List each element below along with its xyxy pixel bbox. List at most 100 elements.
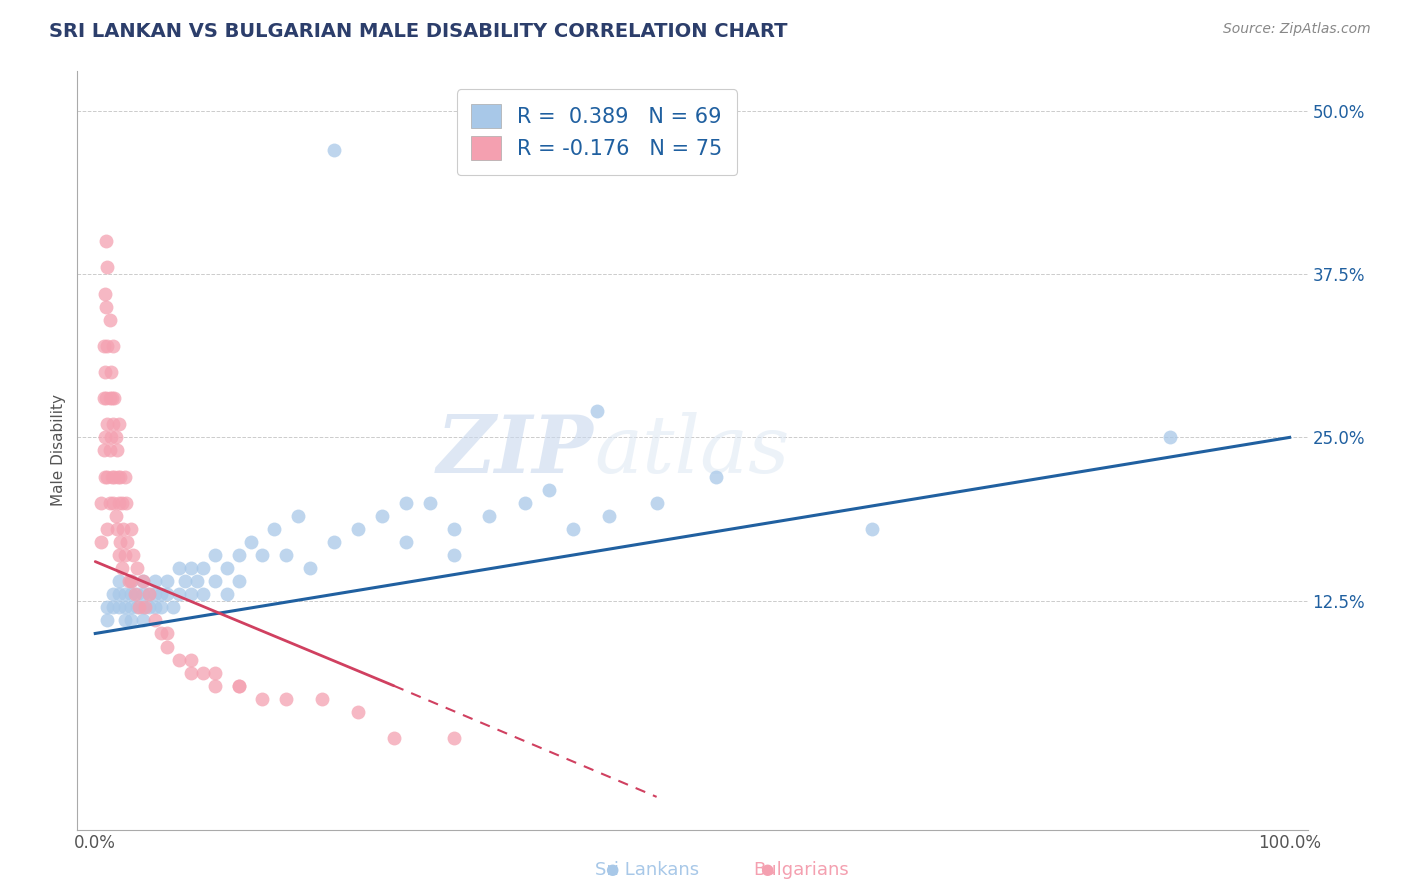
Point [191,561,214,575]
Point [101,587,124,601]
Text: SRI LANKAN VS BULGARIAN MALE DISABILITY CORRELATION CHART: SRI LANKAN VS BULGARIAN MALE DISABILITY … [49,22,787,41]
Point [167,561,190,575]
Point [419,496,441,510]
Point [94,235,117,249]
Point [96,417,118,432]
Point [143,600,166,615]
Point [128,600,150,615]
Point [478,508,501,523]
Text: ZIP: ZIP [437,412,595,489]
Point [101,417,124,432]
Point [114,614,136,628]
Y-axis label: Male Disability: Male Disability [51,394,66,507]
Point [110,535,132,549]
Point [263,522,285,536]
Point [110,469,132,483]
Point [114,587,136,601]
Point [110,561,132,575]
Text: Bulgarians: Bulgarians [754,861,849,879]
Point [149,600,172,615]
Point [598,508,620,523]
Point [96,600,118,615]
Point [149,626,172,640]
Point [515,496,537,510]
Point [180,587,202,601]
Point [96,614,118,628]
Point [173,574,195,589]
Point [191,665,214,680]
Point [132,600,155,615]
Point [98,443,121,458]
Point [114,548,136,562]
Point [204,679,226,693]
Point [143,614,166,628]
Point [1159,430,1181,444]
Point [124,587,146,601]
Point [395,535,418,549]
Point [323,535,346,549]
Point [138,600,160,615]
Point [276,548,298,562]
Point [180,652,202,666]
Point [180,665,202,680]
Point [114,469,136,483]
Point [276,691,298,706]
Point [120,574,142,589]
Legend: R =  0.389   N = 69, R = -0.176   N = 75: R = 0.389 N = 69, R = -0.176 N = 75 [457,89,737,175]
Point [103,469,125,483]
Point [156,640,179,654]
Point [125,587,148,601]
Point [94,286,117,301]
Point [108,548,131,562]
Point [299,561,322,575]
Point [96,339,118,353]
Point [98,312,121,326]
Point [239,535,262,549]
Point [96,522,118,536]
Point [132,614,155,628]
Point [443,522,465,536]
Point [252,691,274,706]
Point [228,679,250,693]
Point [101,600,124,615]
Point [101,469,124,483]
Point [347,705,370,719]
Text: Source: ZipAtlas.com: Source: ZipAtlas.com [1223,22,1371,37]
Text: ●: ● [759,863,773,877]
Point [96,260,118,275]
Point [138,587,160,601]
Point [323,143,346,157]
Point [108,417,131,432]
Point [395,496,418,510]
Point [122,548,145,562]
Point [204,574,226,589]
Point [125,561,148,575]
Point [101,496,124,510]
Point [143,587,166,601]
Point [107,469,129,483]
Point [100,430,122,444]
Point [162,600,184,615]
Point [443,731,465,745]
Point [138,587,160,601]
Point [228,574,250,589]
Point [156,626,179,640]
Point [120,614,142,628]
Point [228,679,250,693]
Point [118,574,141,589]
Point [215,587,238,601]
Point [114,600,136,615]
Point [132,587,155,601]
Point [167,587,190,601]
Point [204,665,226,680]
Point [204,548,226,562]
Point [120,522,142,536]
Point [215,561,238,575]
Point [108,574,131,589]
Point [120,574,142,589]
Text: ●: ● [605,863,619,877]
Point [115,496,138,510]
Point [90,535,112,549]
Point [94,365,117,379]
Point [860,522,883,536]
